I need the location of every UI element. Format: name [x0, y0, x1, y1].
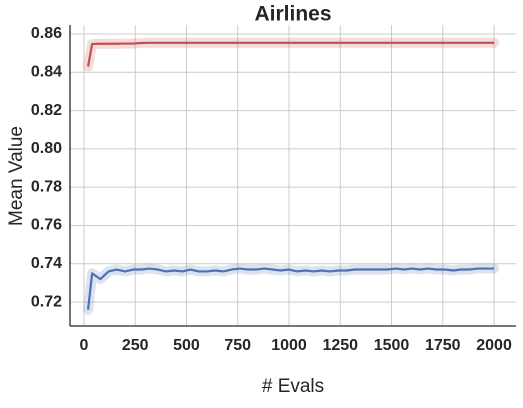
y-tick-label: 0.72 [31, 293, 62, 310]
y-tick-label: 0.80 [31, 140, 62, 157]
y-tick-label: 0.86 [31, 25, 62, 42]
x-tick-label: 1250 [322, 337, 358, 354]
x-tick-label: 0 [79, 337, 88, 354]
x-tick-label: 500 [173, 337, 200, 354]
x-tick-label: 1000 [271, 337, 307, 354]
chart-title: Airlines [254, 3, 331, 26]
y-tick-label: 0.76 [31, 217, 62, 234]
plot-area [83, 37, 500, 315]
line-band [83, 37, 500, 72]
line [86, 41, 495, 67]
line [86, 267, 495, 310]
y-tick-label: 0.82 [31, 102, 62, 119]
y-tick-label: 0.78 [31, 178, 62, 195]
y-tick-label: 0.74 [31, 255, 62, 272]
grid [70, 25, 516, 326]
x-tick-label: 1750 [425, 337, 461, 354]
x-tick-label: 250 [122, 337, 149, 354]
line-band [83, 263, 500, 315]
y-axis-label: Mean Value [6, 126, 27, 226]
y-tick-label: 0.84 [31, 64, 62, 81]
x-tick-label: 1500 [374, 337, 410, 354]
x-tick-label: 2000 [476, 337, 512, 354]
x-axis-label: # Evals [262, 376, 324, 397]
x-tick-label: 750 [224, 337, 251, 354]
